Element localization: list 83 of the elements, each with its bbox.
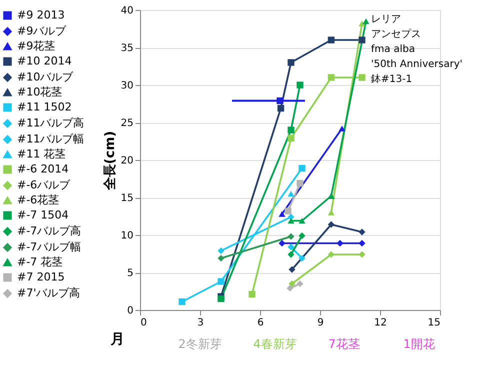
point [296,82,304,88]
y-tick-label: 0 [127,306,134,316]
x-tick-label: 15 [428,318,440,328]
point [298,232,306,240]
legend-label: #11 花茎 [17,148,66,160]
legend-label: #-6花茎 [17,194,60,206]
text: 2冬新芽 [178,337,222,351]
legend-label: #9 2013 [17,8,65,22]
point [288,266,296,273]
point [358,251,366,258]
point [362,18,370,24]
y-tick-label: 15 [120,193,134,204]
legend-label: #-7バルブ幅 [17,240,82,254]
point [277,104,284,112]
point [218,278,224,285]
point [218,247,224,254]
point [248,290,256,298]
legend-label: #11バルブ幅 [17,132,84,146]
point [298,164,306,172]
annotation: '50th Anniversary' [371,59,463,70]
annotation: 鉢#13-1 [371,73,412,85]
point [328,74,335,81]
point [284,208,292,214]
point [296,280,304,288]
point [288,244,294,250]
x-tick-label: 12 [374,318,387,328]
y-tick-label: 25 [120,118,134,129]
x-tick-label: 9 [317,318,324,328]
point [288,218,294,224]
point [298,218,306,224]
point [288,280,296,288]
legend-label: #7 2015 [17,270,65,284]
point [218,295,224,302]
point [328,36,335,44]
legend-label: #9花茎 [17,40,56,52]
annotation: レリア [371,14,401,25]
legend-label: #-6バルブ [17,178,72,192]
y-tick-label: 35 [120,43,134,54]
annotation: アンセプス [371,28,421,40]
point [358,74,366,81]
y-tick-label: 40 [120,6,134,16]
legend-label: #-7 花茎 [17,256,63,268]
y-tick-label: 10 [120,230,134,242]
point [288,59,294,66]
y-axis-title: 全長(cm) [102,130,118,192]
legend-label: #10バルブ [17,70,74,84]
text: 7花茎 [328,337,360,351]
point [336,240,344,247]
point [278,240,286,247]
legend-label: #11 1502 [17,100,72,114]
point [328,221,335,228]
text: 1開花 [403,337,435,351]
point [328,251,335,258]
legend-label: #-7 1504 [17,208,69,222]
point [358,228,366,236]
point [296,180,304,187]
point [288,233,294,240]
point [298,254,306,262]
x-tick-label: 6 [257,318,264,328]
point [286,284,294,292]
legend-label: #-6 2014 [17,162,69,176]
point [358,240,366,247]
annotation: fma alba [371,44,415,55]
legend-label: #10花茎 [17,86,62,98]
y-tick-label: 5 [127,268,134,279]
x-tick-label: 0 [140,318,147,328]
x-axis-title: 月 [110,332,124,348]
legend-label: #9バルブ [17,24,68,38]
text: 4春新芽 [253,337,297,351]
legend-label: #10 2014 [17,54,72,68]
point [288,134,294,142]
y-tick-label: 20 [120,156,134,166]
point [288,126,294,134]
point [218,254,224,262]
legend-label: #-7バルブ高 [17,224,82,238]
point [178,298,186,306]
x-tick-label: 3 [197,318,204,328]
y-tick-label: 30 [120,80,134,92]
point [288,190,294,197]
point [288,251,294,258]
legend-label: #7'バルブ高 [17,286,80,300]
legend-label: #11バルブ高 [17,116,84,130]
point [358,36,366,44]
